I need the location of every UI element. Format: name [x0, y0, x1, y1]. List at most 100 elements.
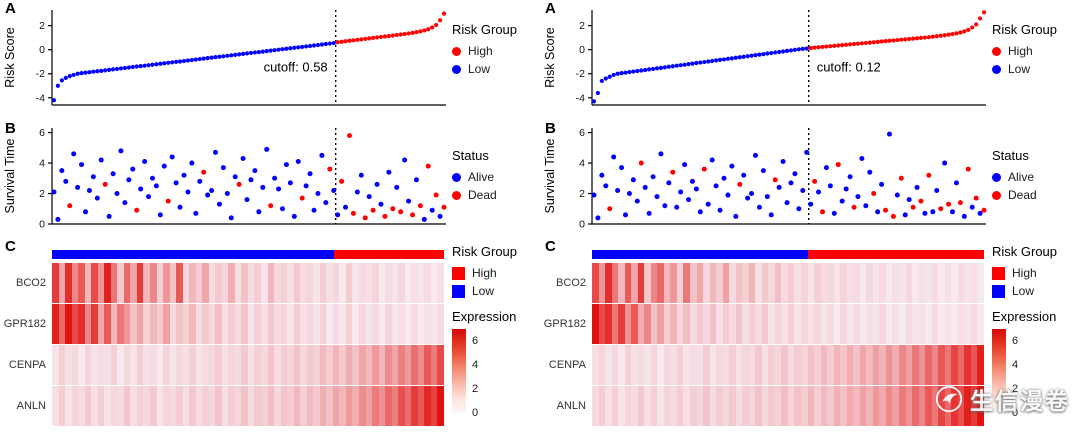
heatmap-cell [221, 345, 229, 385]
heatmap-cell [195, 345, 203, 385]
heatmap-cell [78, 386, 85, 426]
annotation-high-segment [807, 250, 984, 259]
legend-title: Status [452, 148, 489, 163]
heatmap-cell [326, 304, 333, 344]
heatmap-row [52, 304, 444, 344]
heatmap-cell [729, 304, 736, 344]
heatmap-cell [306, 386, 314, 426]
heatmap-cell [624, 263, 632, 303]
heatmap-cell [130, 345, 137, 385]
annotation-low-segment [592, 250, 808, 259]
heatmap-cell [417, 386, 425, 426]
heatmap-cell [247, 263, 255, 303]
legend-title: Status [992, 148, 1029, 163]
heatmap-cell [787, 263, 795, 303]
legend-item-label: Alive [468, 170, 495, 184]
heatmap-cell [136, 345, 144, 385]
heatmap-cell [169, 386, 177, 426]
heatmap-cell [787, 386, 795, 426]
heatmap-cell [598, 304, 606, 344]
heatmap-cell [52, 386, 59, 426]
colorbar-tick: 6 [472, 335, 479, 347]
heatmap-cell [618, 263, 625, 303]
heatmap-cell [195, 304, 203, 344]
y-axis-title: Risk Score [543, 27, 557, 87]
legend-item-label: Low [1008, 62, 1031, 76]
risk-group-legend: Risk Group High Low [452, 22, 540, 78]
heatmap-cell [709, 304, 717, 344]
survival-time-plot: 0 2 4 6 Survival Time [3, 127, 447, 231]
heatmap-cell [840, 304, 847, 344]
heatmap-cell [650, 345, 658, 385]
heatmap-cell [676, 345, 684, 385]
heatmap-cell [833, 386, 841, 426]
heatmap-cell [592, 263, 599, 303]
heatmap-cell [398, 263, 405, 303]
heatmap-cell [768, 304, 775, 344]
status-legend: Status Alive Dead [452, 148, 540, 204]
expression-legend-title: Expression [452, 309, 517, 324]
heatmap-cell [637, 263, 645, 303]
heatmap-cell [176, 386, 183, 426]
heatmap-cell [65, 345, 72, 385]
heatmap-cell [293, 345, 301, 385]
heatmap-cell [879, 304, 886, 344]
heatmap-cell [931, 345, 939, 385]
heatmap-cell [430, 304, 438, 344]
watermark: 生信漫卷 [934, 382, 1070, 416]
heatmap-cell [267, 304, 275, 344]
heatmap-cell [892, 263, 899, 303]
heatmap-cell [104, 386, 111, 426]
heatmap-cell [326, 386, 333, 426]
heatmap-cell [84, 304, 92, 344]
annotation-high-segment [334, 250, 444, 259]
heatmap-cell [110, 304, 118, 344]
expression-gradient-bar [452, 329, 466, 413]
heatmap-cell [71, 263, 79, 303]
heatmap-cell [58, 386, 66, 426]
heatmap-cell [261, 386, 268, 426]
heatmap-cell [385, 263, 392, 303]
heatmap-cell [709, 345, 717, 385]
gene-label: CENPA [8, 359, 46, 371]
heatmap-cell [313, 386, 320, 426]
heatmap-cell [117, 386, 124, 426]
heatmap-cell [241, 386, 248, 426]
heatmap-cell [254, 263, 261, 303]
heatmap-cell [827, 263, 834, 303]
heatmap-cell [605, 304, 612, 344]
heatmap-cell [104, 304, 111, 344]
heatmap-cell [84, 386, 92, 426]
heatmap-cell [827, 386, 834, 426]
y-tick-label: -4 [576, 92, 585, 104]
heatmap-cell [97, 304, 105, 344]
heatmap-cell [676, 304, 684, 344]
heatmap-cell [247, 386, 255, 426]
legend-item-dead: Dead [452, 186, 540, 204]
heatmap-cell [820, 263, 828, 303]
heatmap-cell [287, 386, 294, 426]
heatmap-cell [228, 345, 235, 385]
heatmap-cell [781, 345, 788, 385]
heatmap-cell [885, 304, 893, 344]
heatmap-cell [365, 263, 373, 303]
heatmap-cell [385, 304, 392, 344]
gene-label: BCO2 [16, 277, 46, 289]
heatmap-cell [833, 263, 841, 303]
high-dot-icon [992, 46, 1001, 56]
heatmap-cell [807, 386, 815, 426]
heatmap-row [52, 386, 444, 426]
heatmap-cell [202, 304, 209, 344]
heatmap-cell [345, 304, 353, 344]
dead-dot-icon [452, 190, 461, 200]
alive-dot-icon [452, 172, 461, 182]
heatmap-cell [52, 304, 59, 344]
heatmap-cell [372, 304, 379, 344]
heatmap-row [52, 345, 444, 385]
heatmap-cell [892, 304, 899, 344]
heatmap-cell [319, 345, 327, 385]
heatmap-cell [365, 386, 373, 426]
heatmap-cell [703, 386, 710, 426]
heatmap-cell [650, 386, 658, 426]
